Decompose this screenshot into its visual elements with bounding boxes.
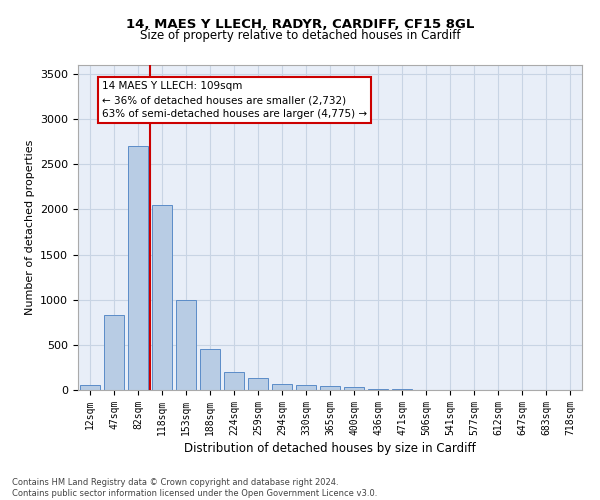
Text: 14 MAES Y LLECH: 109sqm
← 36% of detached houses are smaller (2,732)
63% of semi: 14 MAES Y LLECH: 109sqm ← 36% of detache… — [102, 81, 367, 119]
Bar — [176, 300, 196, 390]
X-axis label: Distribution of detached houses by size in Cardiff: Distribution of detached houses by size … — [184, 442, 476, 455]
Bar — [152, 205, 172, 390]
Bar — [128, 146, 148, 390]
Text: 14, MAES Y LLECH, RADYR, CARDIFF, CF15 8GL: 14, MAES Y LLECH, RADYR, CARDIFF, CF15 8… — [126, 18, 474, 30]
Bar — [224, 372, 244, 390]
Bar — [296, 385, 316, 390]
Bar — [104, 315, 124, 390]
Text: Size of property relative to detached houses in Cardiff: Size of property relative to detached ho… — [140, 29, 460, 42]
Bar — [80, 386, 100, 390]
Bar — [200, 350, 220, 390]
Bar — [272, 384, 292, 390]
Bar — [344, 387, 364, 390]
Bar — [248, 378, 268, 390]
Text: Contains HM Land Registry data © Crown copyright and database right 2024.
Contai: Contains HM Land Registry data © Crown c… — [12, 478, 377, 498]
Y-axis label: Number of detached properties: Number of detached properties — [25, 140, 35, 315]
Bar — [368, 389, 388, 390]
Bar — [320, 386, 340, 390]
